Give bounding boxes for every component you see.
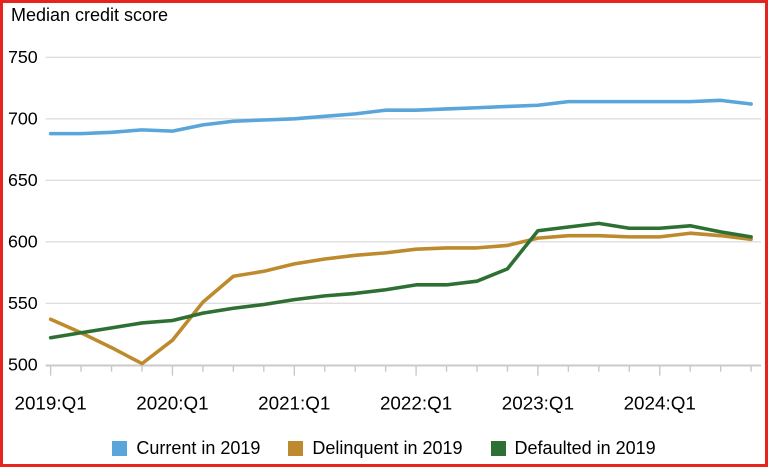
chart-legend: Current in 2019 Delinquent in 2019 Default… [3, 435, 765, 461]
y-axis-tick-label: 500 [8, 355, 38, 375]
y-axis-tick-label: 700 [8, 109, 38, 129]
legend-swatch-defaulted-in-2019 [490, 440, 506, 456]
y-axis-tick-label: 550 [8, 293, 38, 313]
chart-title: Median credit score [11, 5, 169, 25]
series-line-defaulted-in-2019 [48, 221, 753, 340]
series-line-delinquent-in-2019 [48, 231, 753, 366]
legend-label-delinquent-in-2019: Delinquent in 2019 [312, 437, 463, 458]
x-axis-tick-label: 2024:Q1 [624, 393, 696, 414]
line-chart: 500 550 600 650 700 750 2019:Q1 2020:Q1 2021:Q1 2… [8, 47, 762, 414]
y-axis-tick-label: 650 [8, 170, 38, 190]
y-axis-tick-label: 600 [8, 232, 38, 252]
legend-label-current-in-2019: Current in 2019 [136, 437, 261, 458]
legend-swatch-current-in-2019 [112, 440, 128, 456]
x-axis-tick-label: 2023:Q1 [502, 393, 574, 414]
series-line-current-in-2019 [48, 98, 753, 136]
legend-item-delinquent-in-2019: Delinquent in 2019 [288, 437, 463, 459]
x-axis-tick-label: 2019:Q1 [14, 393, 86, 414]
legend-item-current-in-2019: Current in 2019 [112, 438, 260, 459]
legend-swatch-delinquent-in-2019 [288, 440, 304, 456]
x-axis-tick-label: 2021:Q1 [258, 393, 330, 414]
x-axis-tick-label: 2022:Q1 [380, 393, 452, 414]
x-axis-tick-label: 2020:Q1 [136, 393, 208, 414]
legend-label-defaulted-in-2019: Defaulted in 2019 [514, 437, 656, 458]
y-axis-tick-label: 750 [8, 47, 38, 67]
legend-item-defaulted-in-2019: Defaulted in 2019 [490, 437, 656, 459]
